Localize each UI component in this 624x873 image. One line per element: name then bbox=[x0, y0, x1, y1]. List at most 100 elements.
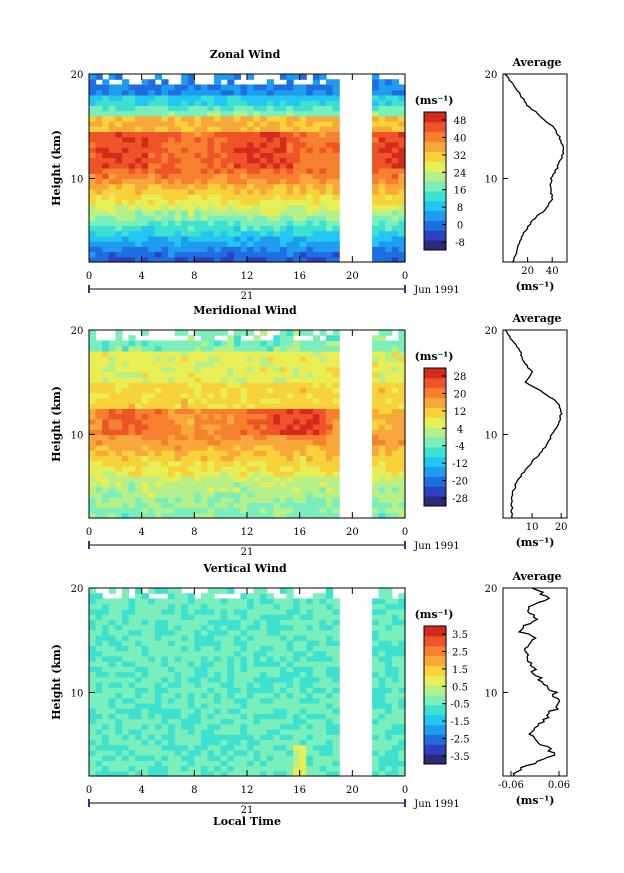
heatmap-cell bbox=[121, 382, 130, 389]
heatmap-cell bbox=[194, 645, 202, 652]
heatmap-cell bbox=[266, 387, 274, 394]
heatmap-cell bbox=[168, 502, 176, 509]
heatmap-cell bbox=[326, 491, 334, 498]
heatmap-cell bbox=[115, 199, 123, 206]
heatmap-cell bbox=[286, 168, 294, 174]
heatmap-cell bbox=[319, 635, 327, 641]
heatmap-cell bbox=[266, 460, 274, 467]
heatmap-cell bbox=[260, 100, 268, 106]
heatmap-cell bbox=[299, 204, 307, 211]
heatmap-cell bbox=[299, 115, 307, 122]
heatmap-cell bbox=[260, 676, 268, 683]
heatmap-cell bbox=[174, 603, 182, 610]
heatmap-cell bbox=[161, 491, 169, 498]
heatmap-cell bbox=[187, 340, 195, 347]
heatmap-cell bbox=[233, 502, 242, 509]
heatmap-cell bbox=[135, 713, 143, 720]
heatmap-cell bbox=[260, 225, 268, 232]
heatmap-cell bbox=[187, 598, 195, 605]
heatmap-cell bbox=[391, 713, 400, 720]
heatmap-cell bbox=[181, 408, 189, 415]
heatmap-cell bbox=[319, 141, 327, 148]
heatmap-cell bbox=[247, 455, 255, 462]
heatmap-cell bbox=[260, 220, 268, 227]
heatmap-cell bbox=[378, 765, 386, 772]
heatmap-cell bbox=[286, 739, 294, 746]
heatmap-cell bbox=[332, 760, 340, 767]
heatmap-cell bbox=[89, 340, 97, 347]
heatmap-cell bbox=[319, 246, 327, 253]
heatmap-cell bbox=[128, 739, 136, 746]
heatmap-cell bbox=[154, 392, 163, 399]
heatmap-cell bbox=[161, 655, 169, 662]
heatmap-cell bbox=[200, 366, 209, 373]
heatmap-cell bbox=[385, 481, 393, 488]
heatmap-cell bbox=[312, 115, 321, 122]
heatmap-cell bbox=[279, 251, 288, 258]
heatmap-cell bbox=[326, 723, 334, 730]
heatmap-cell bbox=[240, 220, 248, 227]
heatmap-cell bbox=[319, 105, 327, 112]
heatmap-cell bbox=[89, 418, 97, 425]
heatmap-cell bbox=[200, 356, 209, 362]
heatmap-cell bbox=[95, 366, 103, 373]
heatmap-cell bbox=[385, 749, 393, 756]
heatmap-cell bbox=[148, 152, 156, 159]
heatmap-cell bbox=[391, 204, 400, 211]
heatmap-cell bbox=[187, 455, 195, 462]
heatmap-cell bbox=[181, 220, 189, 227]
heatmap-cell bbox=[378, 624, 386, 631]
heatmap-cell bbox=[233, 141, 242, 148]
heatmap-cell bbox=[161, 188, 169, 195]
heatmap-cell bbox=[115, 481, 123, 488]
heatmap-cell bbox=[128, 502, 136, 509]
heatmap-cell bbox=[168, 84, 176, 91]
heatmap-cell bbox=[227, 476, 235, 483]
heatmap-cell bbox=[332, 765, 340, 772]
heatmap-cell bbox=[174, 350, 182, 357]
heatmap-cell bbox=[233, 455, 242, 462]
heatmap-cell bbox=[220, 246, 228, 253]
heatmap-cell bbox=[102, 204, 110, 211]
heatmap-cell bbox=[233, 739, 242, 746]
heatmap-cell bbox=[128, 603, 136, 610]
heatmap-cell bbox=[214, 588, 222, 594]
heatmap-cell bbox=[148, 188, 156, 195]
heatmap-cell bbox=[200, 687, 209, 694]
heatmap-cell bbox=[233, 157, 242, 164]
heatmap-cell bbox=[89, 734, 97, 741]
heatmap-cell bbox=[161, 619, 169, 626]
heatmap-cell bbox=[273, 350, 281, 357]
heatmap-cell bbox=[187, 465, 195, 472]
heatmap-cell bbox=[253, 178, 261, 185]
heatmap-cell bbox=[253, 502, 261, 509]
heatmap-cell bbox=[141, 418, 149, 425]
heatmap-cell bbox=[273, 744, 281, 751]
heatmap-cell bbox=[299, 635, 307, 641]
heatmap-cell bbox=[200, 512, 209, 519]
heatmap-cell bbox=[233, 188, 242, 195]
heatmap-cell bbox=[168, 491, 176, 498]
heatmap-cell bbox=[326, 340, 334, 347]
heatmap-cell bbox=[378, 697, 386, 704]
heatmap-cell bbox=[220, 74, 228, 80]
heatmap-cell bbox=[293, 235, 301, 242]
heatmap-cell bbox=[200, 497, 209, 503]
heatmap-cell bbox=[260, 702, 268, 709]
heatmap-cell bbox=[89, 361, 97, 368]
heatmap-cell bbox=[398, 723, 406, 730]
heatmap-cell bbox=[95, 74, 103, 80]
heatmap-cell bbox=[332, 502, 340, 509]
heatmap-cell bbox=[200, 382, 209, 389]
heatmap-cell bbox=[148, 105, 156, 112]
heatmap-cell bbox=[214, 465, 222, 472]
heatmap-cell bbox=[187, 377, 195, 383]
heatmap-cell bbox=[214, 387, 222, 394]
heatmap-cell bbox=[227, 235, 235, 242]
heatmap-cell bbox=[161, 79, 169, 86]
heatmap-cell bbox=[174, 661, 182, 667]
heatmap-cell bbox=[247, 366, 255, 373]
heatmap-cell bbox=[299, 89, 307, 96]
heatmap-cell bbox=[148, 413, 156, 420]
heatmap-cell bbox=[200, 429, 209, 436]
